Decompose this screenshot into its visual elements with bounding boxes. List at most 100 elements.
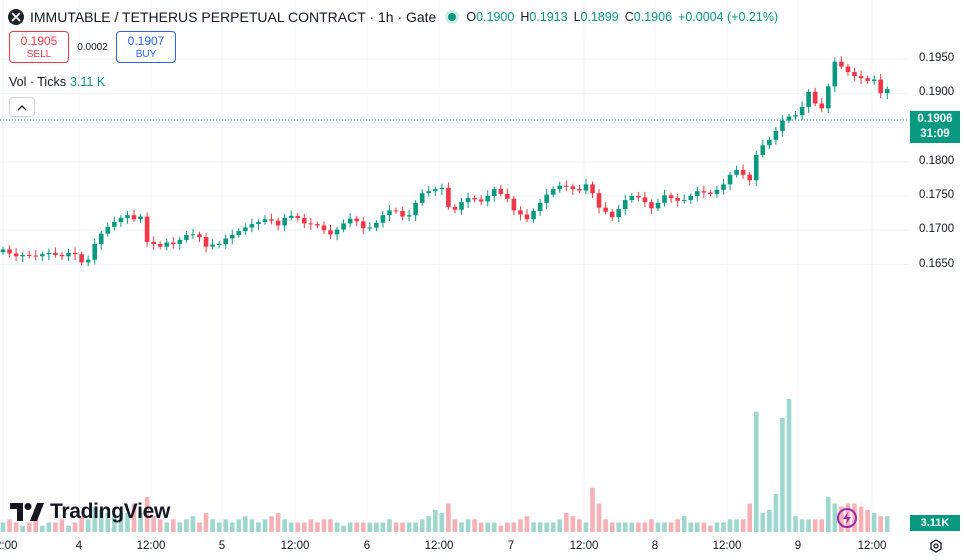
candle-body bbox=[79, 254, 84, 263]
candle-body bbox=[328, 230, 333, 235]
volume-bar bbox=[341, 525, 346, 532]
symbol-title[interactable]: IMMUTABLE / TETHERUS PERPETUAL CONTRACT … bbox=[30, 9, 437, 25]
volume-bar bbox=[570, 516, 576, 532]
volume-bar bbox=[151, 516, 156, 532]
volume-bar bbox=[446, 503, 451, 532]
volume-bar bbox=[157, 519, 163, 532]
candle-body bbox=[367, 227, 373, 229]
ohlc-high-key: H bbox=[520, 10, 530, 24]
candle-body bbox=[105, 226, 111, 234]
volume-bar bbox=[695, 522, 700, 532]
candle-body bbox=[243, 227, 248, 231]
volume-bar bbox=[505, 522, 510, 532]
volume-bar bbox=[334, 522, 340, 532]
price-axis-label: 0.1950 bbox=[919, 52, 955, 64]
trade-panel: 0.1905 SELL 0.0002 0.1907 BUY bbox=[9, 31, 176, 63]
time-axis-label: 12:00 bbox=[569, 540, 599, 552]
candle-body bbox=[826, 86, 831, 109]
candle-body bbox=[66, 252, 71, 257]
candle-body bbox=[570, 186, 576, 190]
volume-bar bbox=[865, 509, 870, 532]
candlesticks bbox=[0, 56, 890, 267]
candle-body bbox=[806, 91, 811, 107]
candle-body bbox=[334, 229, 340, 235]
buy-button[interactable]: 0.1907 BUY bbox=[116, 31, 176, 63]
ohlc-change-value: +0.0004 (+0.21%) bbox=[678, 10, 779, 24]
volume-bar bbox=[780, 418, 785, 532]
volume-bar bbox=[465, 519, 471, 532]
volume-bar bbox=[675, 519, 680, 532]
volume-bar bbox=[223, 519, 228, 532]
sell-button[interactable]: 0.1905 SELL bbox=[9, 31, 69, 63]
immutable-x-icon[interactable] bbox=[8, 9, 24, 25]
candle-body bbox=[701, 191, 707, 193]
candle-body bbox=[112, 222, 117, 227]
candle-body bbox=[845, 66, 851, 73]
volume-legend[interactable]: Vol · Ticks 3.11 K bbox=[9, 75, 105, 89]
candle-body bbox=[498, 189, 504, 194]
tradingview-logo-icon bbox=[10, 503, 44, 521]
volume-bar bbox=[72, 522, 78, 532]
volume-bar bbox=[668, 522, 674, 532]
volume-bar bbox=[400, 522, 405, 532]
volume-bar bbox=[557, 519, 563, 532]
candle-body bbox=[190, 234, 196, 236]
candle-body bbox=[184, 235, 189, 240]
volume-bar bbox=[537, 522, 543, 532]
gear-icon[interactable] bbox=[929, 539, 943, 558]
candle-body bbox=[681, 200, 687, 202]
volume-bar bbox=[406, 522, 412, 532]
ohlc-open-value: 0.1900 bbox=[476, 10, 515, 24]
candle-body bbox=[557, 185, 563, 190]
candle-body bbox=[236, 230, 242, 236]
candle-body bbox=[433, 189, 438, 192]
volume-bar bbox=[105, 513, 111, 532]
price-axis-label: 0.1700 bbox=[919, 223, 955, 236]
candle-body bbox=[85, 259, 91, 263]
candle-body bbox=[839, 61, 844, 67]
candle-body bbox=[0, 249, 6, 253]
buy-price: 0.1907 bbox=[127, 34, 165, 48]
candle-body bbox=[629, 196, 635, 201]
volume-bar bbox=[40, 525, 45, 532]
candle-body bbox=[216, 243, 222, 245]
candle-body bbox=[518, 210, 523, 215]
volume-bar bbox=[459, 522, 464, 532]
ohlc-high: H0.1913 bbox=[520, 10, 571, 24]
lightning-icon[interactable] bbox=[837, 508, 857, 528]
tradingview-logo-text: TradingView bbox=[50, 500, 171, 523]
volume-bar bbox=[642, 522, 648, 532]
time-axis-label: 12:00 bbox=[0, 540, 18, 552]
ohlc-close-key: C bbox=[624, 10, 634, 24]
volume-bar bbox=[216, 522, 222, 532]
candle-body bbox=[20, 254, 25, 257]
ohlc-close: C0.1906 bbox=[625, 10, 676, 24]
volume-bar bbox=[262, 519, 268, 532]
tradingview-logo[interactable]: TradingView bbox=[10, 500, 170, 524]
candle-body bbox=[832, 61, 838, 87]
volume-bar bbox=[767, 509, 772, 532]
market-open-dot-icon bbox=[448, 13, 457, 21]
candle-body bbox=[577, 189, 582, 191]
volume-bar bbox=[799, 519, 805, 532]
candle-body bbox=[505, 193, 510, 199]
candle-body bbox=[229, 235, 235, 239]
candle-body bbox=[53, 252, 58, 255]
volume-bar bbox=[112, 516, 117, 532]
volume-bar bbox=[20, 525, 25, 532]
collapse-legend-button[interactable] bbox=[9, 97, 35, 117]
candle-body bbox=[819, 103, 825, 109]
volume-bar bbox=[118, 513, 124, 532]
volume-bar bbox=[184, 519, 189, 532]
candle-body bbox=[793, 115, 798, 117]
candle-body bbox=[531, 211, 536, 220]
volume-bar bbox=[66, 525, 71, 532]
volume-bar bbox=[609, 522, 615, 532]
volume-bar bbox=[603, 519, 608, 532]
candle-body bbox=[524, 214, 530, 220]
price-axis-label: 0.1900 bbox=[919, 86, 955, 99]
candle-body bbox=[727, 174, 733, 185]
candle-body bbox=[688, 196, 694, 201]
volume-bar bbox=[714, 522, 720, 532]
